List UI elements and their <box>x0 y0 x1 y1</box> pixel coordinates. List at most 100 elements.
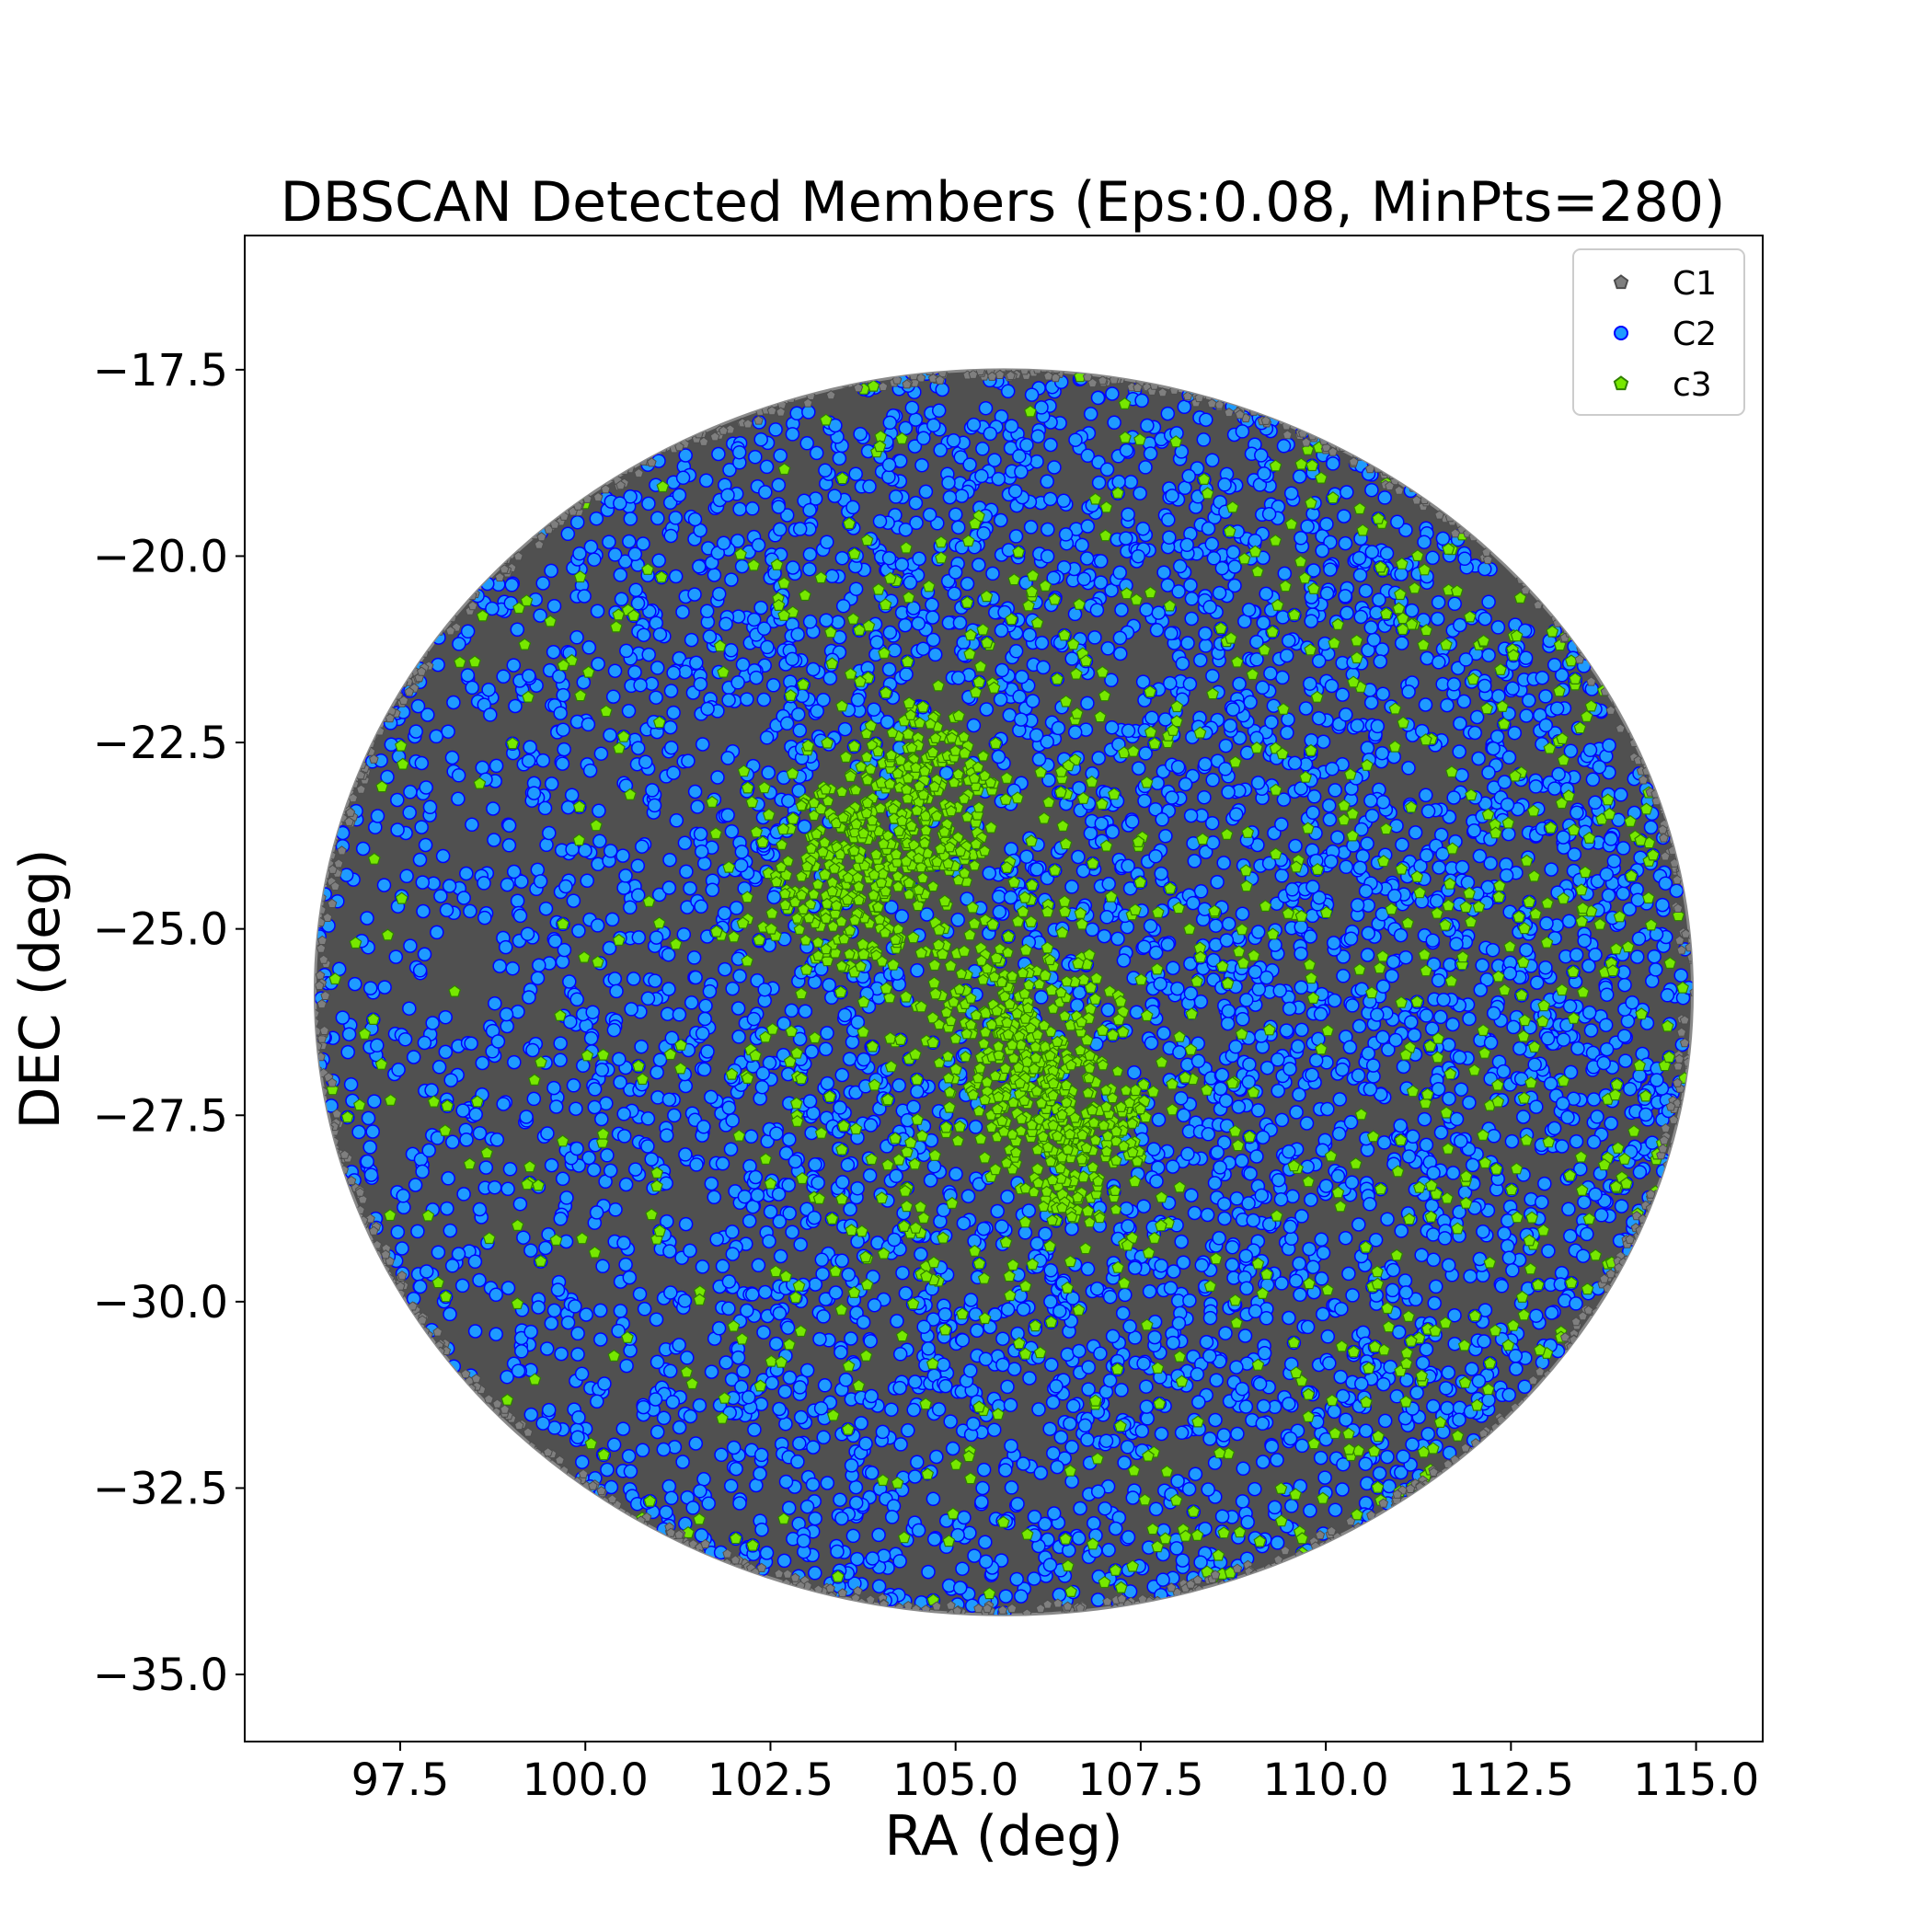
series-c2-point <box>1650 1073 1664 1087</box>
series-c2-point <box>1370 1007 1385 1022</box>
series-c2-point <box>758 485 773 500</box>
series-c2-point <box>1478 678 1492 694</box>
series-c2-point <box>662 1363 678 1379</box>
series-c2-point <box>510 622 525 638</box>
series-c2-point <box>1235 1381 1249 1397</box>
series-c2-point <box>1614 1199 1629 1213</box>
series-c2-point <box>834 550 850 566</box>
series-c2-point <box>1327 993 1342 1008</box>
series-c2-point <box>1170 759 1186 775</box>
series-c2-point <box>546 644 561 660</box>
series-c2-point <box>1027 1510 1042 1524</box>
series-c2-point <box>661 880 677 895</box>
series-c2-point <box>1335 687 1350 702</box>
series-c2-point <box>1229 1360 1244 1374</box>
series-c2-point <box>1432 860 1446 875</box>
series-c2-point <box>1201 521 1216 536</box>
series-c2-point <box>1194 1258 1210 1272</box>
series-c2-point <box>1093 575 1109 590</box>
series-c2-point <box>1148 945 1164 960</box>
series-c2-point <box>1604 1116 1618 1131</box>
series-c2-point <box>602 940 617 956</box>
series-c2-point <box>414 820 429 834</box>
series-c2-point <box>702 983 718 999</box>
series-c2-point <box>656 1442 672 1457</box>
series-c2-point <box>501 818 517 834</box>
series-c2-point <box>1404 1015 1419 1029</box>
series-c2-point <box>762 1234 776 1248</box>
series-c2-point <box>443 1073 458 1087</box>
series-c2-point <box>690 799 705 814</box>
series-c2-point <box>1223 718 1237 733</box>
series-c2-point <box>1090 1484 1106 1499</box>
series-c2-point <box>419 780 433 795</box>
series-c2-point <box>1183 578 1198 592</box>
series-c2-point <box>1044 1357 1059 1373</box>
series-c2-point <box>606 1437 622 1453</box>
series-c2-point <box>1335 1062 1350 1077</box>
series-c2-point <box>1507 725 1523 741</box>
series-c2-point <box>1148 1501 1164 1517</box>
series-c2-point <box>841 1267 857 1282</box>
series-c2-point <box>425 1016 440 1030</box>
series-c2-point <box>1372 592 1386 607</box>
series-c2-point <box>421 1143 436 1158</box>
series-c2-point <box>1205 668 1220 684</box>
series-c2-point <box>544 1316 559 1331</box>
series-c2-point <box>1303 1503 1317 1518</box>
series-c2-point <box>756 621 772 637</box>
series-c2-point <box>521 753 536 768</box>
series-c2-point <box>627 664 642 680</box>
series-c2-point <box>1207 1176 1223 1190</box>
series-c2-point <box>1305 880 1320 894</box>
series-c2-point <box>1256 1455 1271 1469</box>
series-c2-point <box>661 982 676 996</box>
series-c2-point <box>1319 586 1335 601</box>
series-c2-point <box>954 489 970 503</box>
series-c2-point <box>526 1091 542 1107</box>
series-c2-point <box>1050 1459 1064 1475</box>
series-c2-point <box>948 507 963 522</box>
series-c2-point <box>754 1079 770 1095</box>
series-c2-point <box>1335 1388 1351 1404</box>
series-c2-point <box>1300 519 1315 534</box>
series-c2-point <box>773 1248 788 1264</box>
series-c2-point <box>648 1392 663 1407</box>
series-c2-point <box>854 1416 868 1431</box>
series-c2-point <box>807 1210 822 1225</box>
series-c2-point <box>857 1052 871 1067</box>
series-c2-point <box>734 845 750 859</box>
series-c2-point <box>631 930 647 945</box>
series-c2-point <box>585 1005 600 1019</box>
series-c2-point <box>1320 1329 1336 1344</box>
series-c2-point <box>501 838 517 853</box>
series-c2-point <box>1008 644 1024 659</box>
series-c2-point <box>1449 1111 1465 1127</box>
series-c2-point <box>805 1477 821 1492</box>
series-c2-point <box>1394 636 1409 650</box>
series-c2-point <box>1212 585 1227 601</box>
series-c2-point <box>887 643 903 658</box>
series-c2-point <box>609 983 624 999</box>
series-c2-point <box>721 1274 737 1289</box>
series-c2-point <box>1161 512 1176 527</box>
series-c2-point <box>837 1007 853 1023</box>
series-c2-point <box>862 1167 878 1183</box>
series-c2-point <box>772 522 788 537</box>
series-c2-point <box>1136 1356 1151 1371</box>
series-c2-point <box>1250 776 1266 790</box>
series-c2-point <box>1429 893 1444 909</box>
series-c2-point <box>802 546 818 562</box>
series-c2-point <box>1127 1064 1142 1080</box>
series-c2-point <box>1563 743 1579 759</box>
series-c2-point <box>600 1462 615 1478</box>
series-c2-point <box>1311 653 1327 669</box>
series-c2-point <box>918 484 934 500</box>
series-c2-point <box>1305 805 1320 821</box>
series-c2-point <box>1282 1144 1296 1159</box>
series-c2-point <box>1561 1202 1576 1217</box>
series-c2-point <box>1153 976 1167 992</box>
series-c2-point <box>589 511 604 526</box>
series-c2-point <box>443 1223 458 1238</box>
series-c2-point <box>431 1060 447 1075</box>
